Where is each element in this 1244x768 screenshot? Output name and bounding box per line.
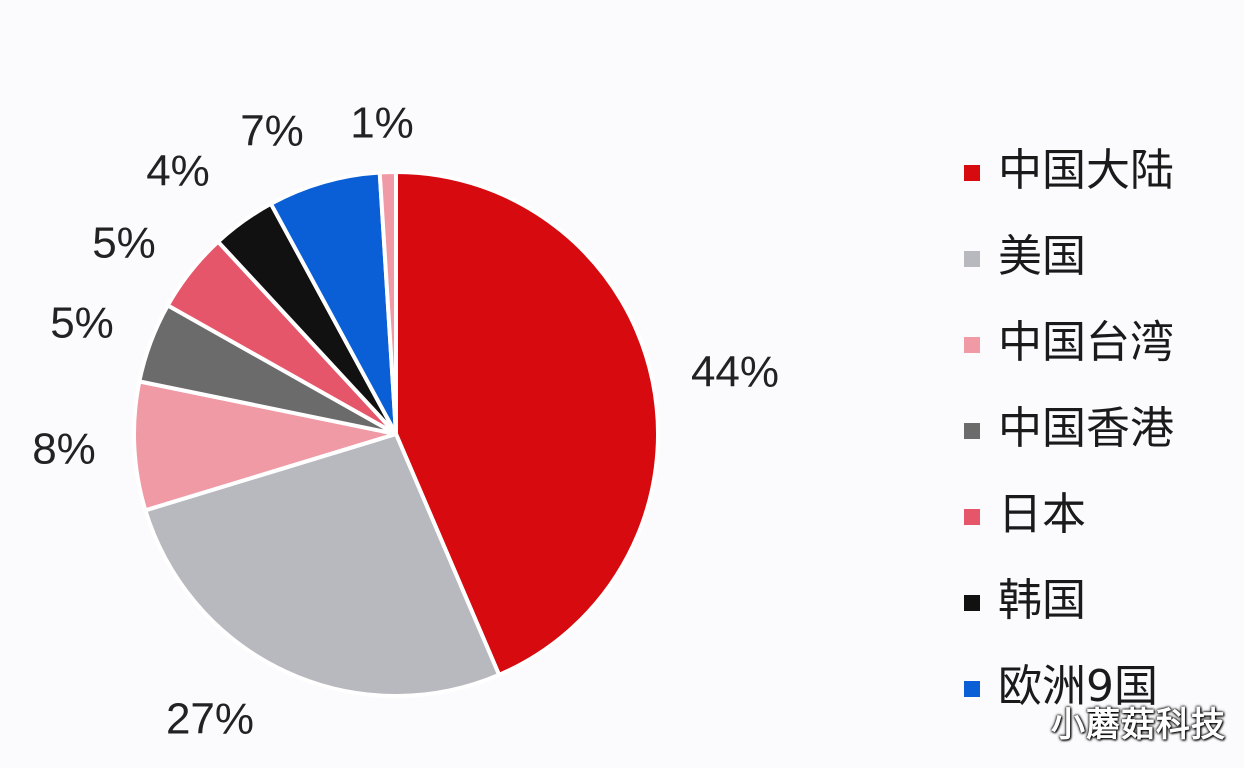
legend-label-中国台湾: 中国台湾 xyxy=(998,317,1174,368)
legend-swatch-美国 xyxy=(964,251,980,267)
legend-label-日本: 日本 xyxy=(998,489,1086,540)
pie-label-1: 44% xyxy=(691,348,779,397)
pie-label-7: 7% xyxy=(240,107,304,156)
pie-slice-other xyxy=(377,170,398,436)
pie-label-5: 5% xyxy=(92,219,156,268)
legend-label-中国大陆: 中国大陆 xyxy=(998,145,1174,196)
pie-slices xyxy=(132,170,660,698)
legend-swatch-日本 xyxy=(964,509,980,525)
pie-label-2: 27% xyxy=(166,695,254,744)
pie-slice-中国台湾 xyxy=(132,379,398,513)
watermark-text: 小蘑菇科技 xyxy=(1051,705,1226,745)
legend-swatch-韩国 xyxy=(964,595,980,611)
pie-slice-中国大陆 xyxy=(394,170,660,677)
pie-slice-美国 xyxy=(143,432,502,698)
pie-slice-欧洲9国 xyxy=(268,170,398,436)
pie-percent-labels: 44% 27% 8% 5% 5% 4% 7% 1% xyxy=(32,99,779,744)
pie-label-3: 8% xyxy=(32,425,96,474)
pie-label-6: 4% xyxy=(146,147,210,196)
legend-label-美国: 美国 xyxy=(998,231,1086,282)
legend-label-欧洲9国: 欧洲9国 xyxy=(998,661,1158,712)
legend-swatch-中国台湾 xyxy=(964,337,980,353)
pie-label-4: 5% xyxy=(50,299,114,348)
legend-label-韩国: 韩国 xyxy=(998,575,1086,626)
legend-swatch-欧洲9国 xyxy=(964,681,980,697)
pie-label-8: 1% xyxy=(350,99,414,148)
legend-swatch-中国大陆 xyxy=(964,165,980,181)
legend-label-中国香港: 中国香港 xyxy=(998,403,1174,454)
legend-swatch-中国香港 xyxy=(964,423,980,439)
